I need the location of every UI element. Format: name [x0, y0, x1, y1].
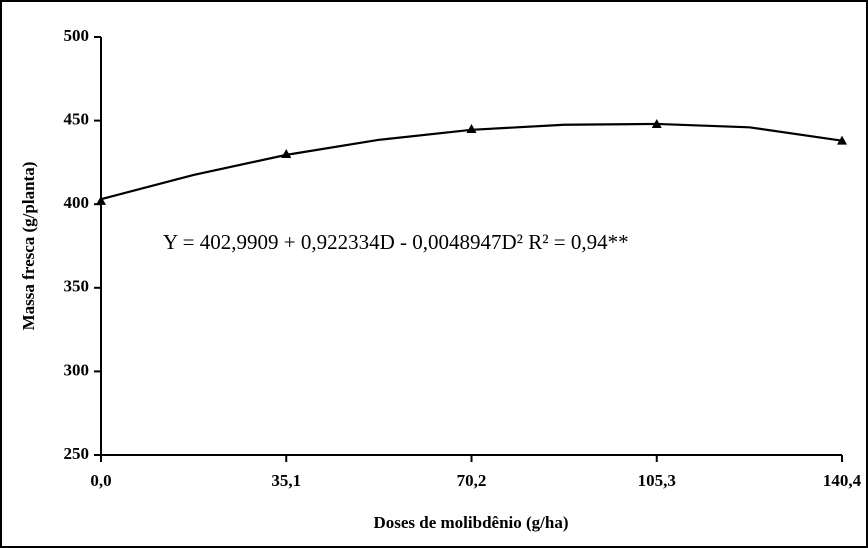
y-tick-label: 250: [64, 444, 90, 463]
equation-annotation: Y = 402,9909 + 0,922334D - 0,0048947D² R…: [163, 230, 629, 254]
y-tick-label: 500: [64, 26, 90, 45]
x-tick-label: 70,2: [457, 471, 487, 490]
y-tick-label: 400: [64, 193, 90, 212]
y-axis-label: Massa fresca (g/planta): [19, 162, 38, 331]
y-tick-label: 300: [64, 360, 90, 379]
x-tick-label: 35,1: [271, 471, 301, 490]
data-point: [96, 195, 106, 205]
x-axis-label: Doses de molibdênio (g/ha): [373, 513, 568, 532]
x-tick-label: 0,0: [90, 471, 111, 490]
y-tick-label: 450: [64, 110, 90, 129]
fit-line: [100, 122, 843, 201]
y-tick-label: 350: [64, 277, 90, 296]
x-tick-label: 105,3: [638, 471, 676, 490]
x-tick-label: 140,4: [823, 471, 862, 490]
